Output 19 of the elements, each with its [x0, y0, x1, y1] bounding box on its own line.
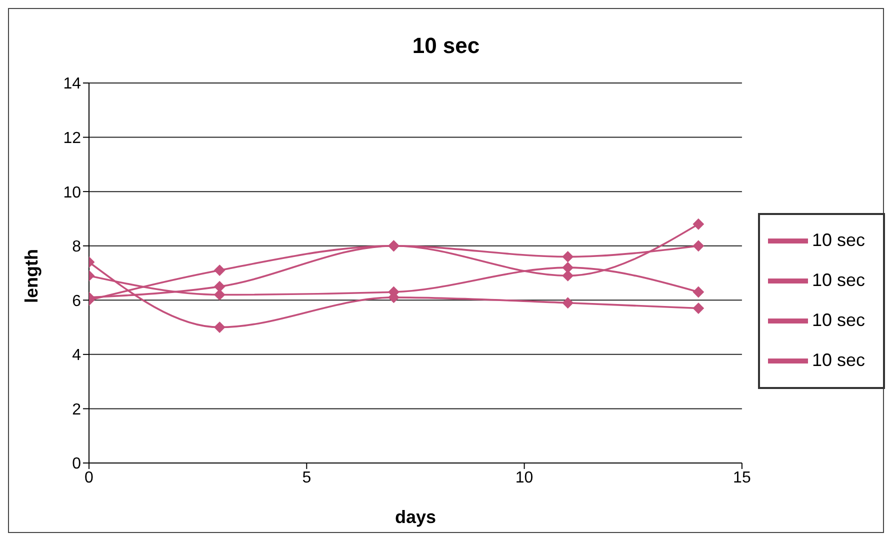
legend-label: 10 sec [812, 230, 865, 250]
x-tick-label: 0 [84, 469, 94, 486]
x-tick-label: 15 [733, 469, 751, 486]
x-tick-label: 10 [515, 469, 534, 486]
chart-title: 10 sec [411, 32, 481, 60]
y-tick-label: 14 [63, 76, 82, 93]
y-tick-label: 0 [72, 456, 82, 473]
y-tick-label: 12 [63, 130, 82, 147]
y-tick-label: 2 [72, 401, 82, 418]
y-tick-label: 8 [72, 238, 82, 256]
x-tick-label: 5 [302, 469, 312, 486]
legend-label: 10 sec [812, 310, 865, 330]
y-tick-label: 10 [63, 184, 82, 202]
legend-label: 10 sec [812, 350, 865, 370]
x-axis-title: days [394, 507, 436, 527]
y-tick-label: 6 [72, 292, 82, 310]
legend-label: 10 sec [812, 270, 865, 290]
y-axis-title: length [21, 249, 42, 303]
y-tick-label: 4 [72, 347, 82, 364]
